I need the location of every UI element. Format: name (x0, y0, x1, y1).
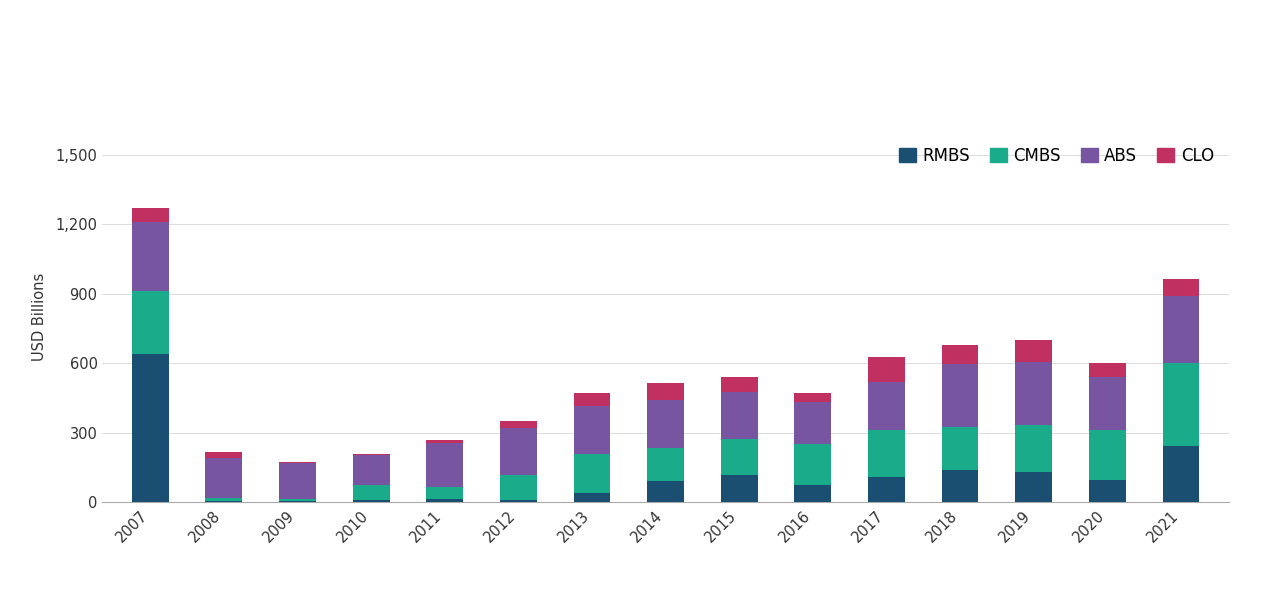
Bar (279, 499, 316, 501)
Bar (648, 481, 684, 502)
Bar (1089, 377, 1125, 431)
Bar (206, 458, 242, 498)
Bar (1089, 363, 1125, 377)
Bar (1162, 279, 1199, 296)
Bar (353, 455, 389, 485)
Bar (868, 358, 905, 382)
Bar (1015, 340, 1052, 362)
Bar (279, 501, 316, 502)
Bar (500, 500, 536, 502)
Bar (500, 421, 536, 428)
Bar (795, 485, 831, 502)
Bar (942, 364, 978, 427)
Bar (206, 453, 242, 458)
Bar (648, 448, 684, 481)
Bar (942, 344, 978, 364)
Bar (500, 428, 536, 475)
Bar (942, 470, 978, 502)
Bar (721, 475, 758, 502)
Bar (795, 444, 831, 485)
Bar (500, 475, 536, 500)
Bar (206, 501, 242, 502)
Bar (795, 401, 831, 444)
Bar (721, 438, 758, 475)
Bar (648, 383, 684, 401)
Bar (426, 487, 463, 499)
Bar (721, 377, 758, 392)
Bar (795, 393, 831, 401)
Bar (868, 431, 905, 477)
Bar (573, 393, 611, 406)
Bar (573, 493, 611, 502)
Bar (132, 291, 169, 354)
Bar (132, 354, 169, 502)
Bar (206, 498, 242, 501)
Bar (1162, 446, 1199, 502)
Bar (353, 500, 389, 502)
Bar (868, 382, 905, 431)
Bar (1162, 363, 1199, 446)
Bar (573, 406, 611, 454)
Legend: RMBS, CMBS, ABS, CLO: RMBS, CMBS, ABS, CLO (892, 140, 1220, 171)
Bar (353, 454, 389, 455)
Bar (868, 477, 905, 502)
Bar (1089, 480, 1125, 502)
Bar (1162, 296, 1199, 363)
Bar (426, 443, 463, 487)
Bar (426, 440, 463, 443)
Bar (279, 463, 316, 499)
Bar (648, 401, 684, 448)
Y-axis label: USD Billions: USD Billions (32, 273, 47, 361)
Bar (279, 462, 316, 463)
Bar (573, 454, 611, 493)
Bar (1015, 472, 1052, 502)
Bar (1089, 431, 1125, 480)
Bar (353, 485, 389, 500)
Bar (426, 499, 463, 502)
Bar (1015, 362, 1052, 425)
Bar (1015, 425, 1052, 472)
Bar (132, 208, 169, 222)
Bar (942, 427, 978, 470)
Bar (132, 222, 169, 291)
Bar (721, 392, 758, 438)
